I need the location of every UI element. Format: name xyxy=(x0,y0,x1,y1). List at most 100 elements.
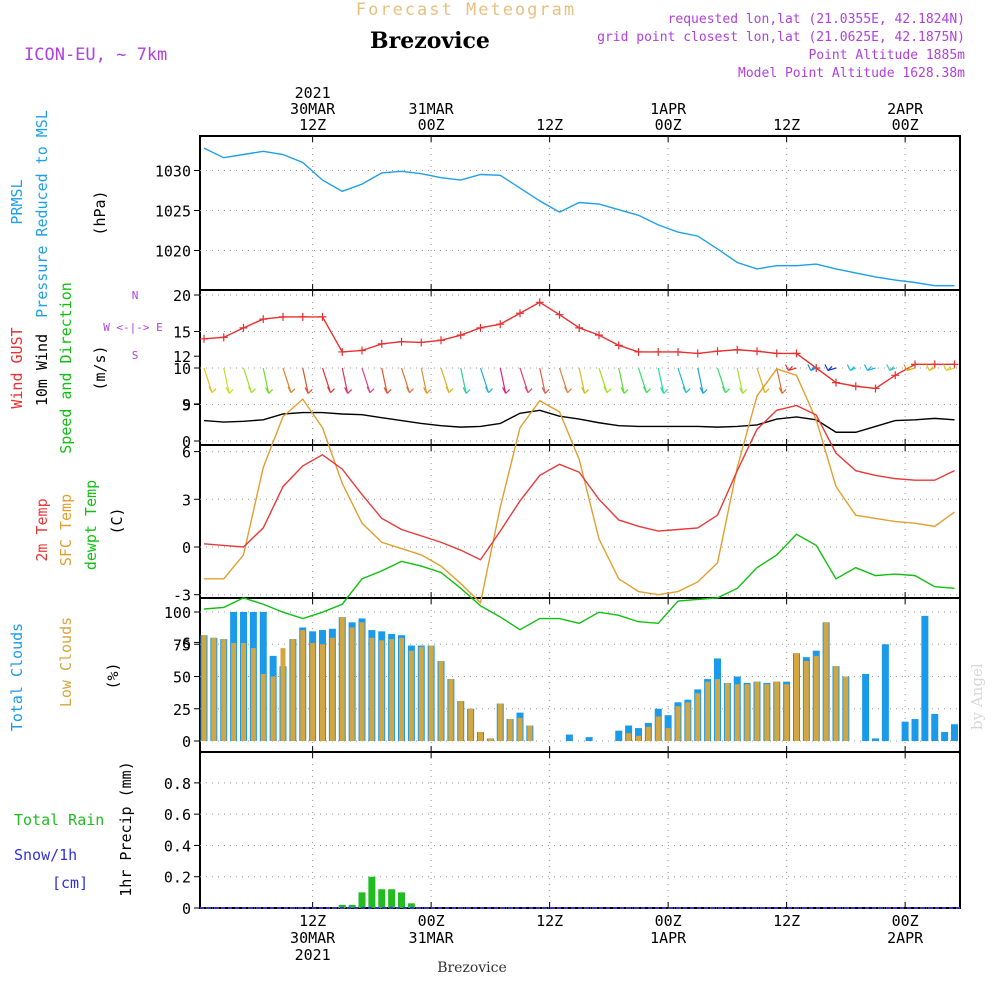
time-top-label: 00Z xyxy=(655,116,682,134)
total-cloud-bar xyxy=(615,730,623,741)
gust-marker xyxy=(555,310,564,319)
low-cloud-bar xyxy=(250,648,256,741)
clouds-ytick-label: 25 xyxy=(173,701,191,719)
rain-bar xyxy=(378,889,386,908)
wind-direction-arrow xyxy=(863,364,876,372)
low-cloud-bar xyxy=(389,639,395,741)
low-cloud-bar xyxy=(774,681,780,741)
precip-ytick-label: 0.4 xyxy=(164,837,191,855)
time-top-label: 12Z xyxy=(773,116,800,134)
wind10-line xyxy=(203,409,955,433)
gust-marker xyxy=(377,339,386,348)
total-cloud-bar xyxy=(921,615,929,741)
precip-unit: 1hr Precip (mm) xyxy=(117,761,135,896)
wind-ytick-label: 10 xyxy=(173,360,191,378)
gust-marker xyxy=(239,323,248,332)
rain-bar xyxy=(398,892,405,908)
gust-marker xyxy=(871,384,880,393)
gust-marker xyxy=(634,347,643,356)
precip-label-snow: Snow/1h xyxy=(14,846,77,864)
temp-ytick-label: 12 xyxy=(173,348,191,366)
gust-marker xyxy=(358,346,366,355)
gust-marker xyxy=(733,345,742,354)
low-cloud-bar xyxy=(645,726,651,741)
gust-marker xyxy=(417,338,426,347)
wind-ytick-label: 0 xyxy=(182,433,191,451)
total-cloud-bar xyxy=(635,728,642,741)
low-cloud-bar xyxy=(636,735,641,741)
clouds-ytick-label: 75 xyxy=(173,636,191,654)
requested-coordinates: requested lon,lat (21.0355E, 42.1824N) xyxy=(668,12,965,27)
product-title: Forecast Meteogram xyxy=(356,0,576,20)
gust-marker xyxy=(654,347,663,356)
low-cloud-bar xyxy=(754,681,760,741)
wind-direction-arrow xyxy=(657,367,669,394)
precip-label-cm: [cm] xyxy=(52,874,88,892)
gust-marker xyxy=(259,315,268,324)
wind-direction-arrow xyxy=(558,367,572,394)
wind-direction-arrow xyxy=(282,367,296,394)
low-cloud-bar xyxy=(626,733,632,741)
point-altitude: Point Altitude 1885m xyxy=(808,48,965,63)
low-cloud-bar xyxy=(241,642,246,741)
rain-bar xyxy=(348,904,356,908)
gust-marker xyxy=(595,331,603,340)
wind-direction-arrow xyxy=(341,367,353,394)
low-cloud-bar xyxy=(724,682,730,741)
compass-west-east: W <-|-> E xyxy=(103,321,163,334)
wind-direction-arrow xyxy=(677,367,691,394)
model-name: ICON-EU, ~ 7km xyxy=(24,45,167,65)
low-cloud-bar xyxy=(744,684,750,741)
time-bottom-label: 2APR xyxy=(887,929,924,947)
low-cloud-bar xyxy=(468,708,474,741)
time-top-label: 00Z xyxy=(892,116,919,134)
low-cloud-bar xyxy=(379,640,385,741)
pressure-ytick-label: 1025 xyxy=(155,203,191,221)
rain-bar xyxy=(368,876,376,908)
low-cloud-bar xyxy=(527,725,533,741)
total-cloud-bar xyxy=(872,738,879,741)
total-cloud-bar xyxy=(901,721,909,741)
total-cloud-bar xyxy=(881,644,889,741)
wind-direction-arrow xyxy=(824,364,837,372)
panel-labels: PRMSL Pressure Reduced to MSL (hPa) Wind GU… xyxy=(8,110,163,897)
low-cloud-bar xyxy=(734,684,740,741)
gust-marker xyxy=(535,298,544,307)
pressure-line xyxy=(203,147,955,287)
wind-direction-arrow xyxy=(539,367,550,394)
wind-label-3: Speed and Direction xyxy=(57,282,75,454)
wind-ytick-label: 5 xyxy=(182,397,191,415)
gust-marker xyxy=(397,337,406,346)
low-cloud-bar xyxy=(280,648,286,741)
low-cloud-bar xyxy=(428,645,434,741)
low-cloud-bar xyxy=(260,673,266,741)
wind-direction-arrow xyxy=(776,367,787,394)
wind-direction-arrow xyxy=(203,367,217,394)
sfc-temp-line xyxy=(204,368,955,605)
time-top-label: 12Z xyxy=(536,116,563,134)
footer-location: Brezovice xyxy=(437,960,507,976)
time-bottom-label: 2021 xyxy=(295,946,331,964)
low-cloud-bar xyxy=(320,644,325,741)
gust-line xyxy=(203,301,955,390)
gust-marker xyxy=(496,320,505,329)
wind-direction-arrow xyxy=(886,364,896,372)
low-cloud-bar xyxy=(329,637,335,741)
temp-ytick-label: -3 xyxy=(173,587,191,605)
temp-ytick-label: 0 xyxy=(182,539,191,557)
gust-marker xyxy=(832,378,840,387)
panel-axes: 1020 1025 1030 0 5 10 15 20 -6 -3 0 3 6 9 12 0 25 50 75 100… xyxy=(155,84,961,964)
low-cloud-bar xyxy=(813,655,819,741)
time-bottom-label: 31MAR xyxy=(409,929,455,947)
precip-ytick-label: 0 xyxy=(182,900,191,918)
clouds-ytick-label: 100 xyxy=(164,604,191,622)
gust-marker xyxy=(575,323,584,332)
low-cloud-bar xyxy=(517,717,523,741)
low-cloud-bar xyxy=(675,706,681,741)
watermark: by Angel xyxy=(968,663,986,730)
wind-direction-arrow xyxy=(846,364,857,372)
gust-marker xyxy=(516,309,524,318)
gust-marker xyxy=(693,349,702,358)
pressure-ytick-label: 1030 xyxy=(155,163,191,181)
gust-marker xyxy=(200,334,208,343)
